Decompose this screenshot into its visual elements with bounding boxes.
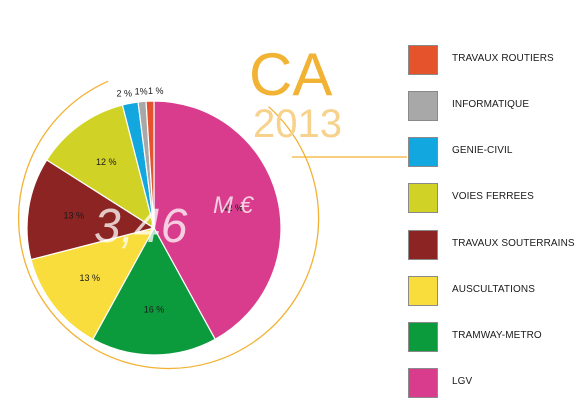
legend-label: INFORMATIQUE: [452, 99, 530, 110]
outer-ring-arc: [17, 80, 320, 370]
legend-swatch: [408, 183, 438, 213]
legend-item-auscultations: AUSCULTATIONS: [408, 276, 577, 306]
pie-slices: [26, 100, 282, 356]
pct-label-auscultations: 13 %: [80, 273, 101, 283]
legend-swatch: [408, 230, 438, 260]
pie-slice-voies-ferrees: [45, 104, 155, 230]
pct-label-lgv: 42 %: [222, 203, 243, 213]
total-value: 3,46: [94, 200, 188, 253]
legend-item-lgv: LGV: [408, 368, 577, 398]
legend-item-tramway-metro: TRAMWAY-METRO: [408, 322, 577, 352]
percent-labels: 42 % 16 % 13 % 13 % 12 % 2 % 1% 1 %: [63, 86, 243, 314]
total-unit: M €: [213, 192, 255, 219]
legend-swatch: [408, 276, 438, 306]
legend-label: VOIES FERREES: [452, 191, 534, 202]
legend-label: TRAVAUX ROUTIERS: [452, 53, 554, 64]
chart-year: 2013: [253, 102, 342, 146]
pie-slice-tramway-metro: [92, 226, 216, 356]
legend-swatch: [408, 137, 438, 167]
pie-slice-lgv: [153, 100, 282, 341]
legend-label: AUSCULTATIONS: [452, 284, 535, 295]
legend-item-genie-civil: GENIE-CIVIL: [408, 137, 577, 167]
legend-item-informatique: INFORMATIQUE: [408, 91, 577, 121]
legend-swatch: [408, 45, 438, 75]
pct-label-tramway-metro: 16 %: [144, 304, 165, 314]
chart-title: CA: [249, 41, 332, 108]
legend-label: TRAMWAY-METRO: [452, 330, 542, 341]
pie-slice-auscultations: [30, 227, 156, 341]
legend-label: TRAVAUX SOUTERRAINS: [452, 238, 575, 249]
legend-swatch: [408, 91, 438, 121]
legend-item-travaux-souterrains: TRAVAUX SOUTERRAINS: [408, 230, 577, 260]
pct-label-genie-civil: 2 %: [117, 88, 133, 98]
legend-swatch: [408, 368, 438, 398]
pct-label-travaux-souterrains: 13 %: [63, 210, 84, 220]
pie-slice-travaux-routiers: [145, 100, 155, 229]
pct-label-voies-ferrees: 12 %: [96, 157, 117, 167]
legend-item-voies-ferrees: VOIES FERREES: [408, 183, 577, 213]
legend-item-travaux-routiers: TRAVAUX ROUTIERS: [408, 45, 577, 75]
legend-label: GENIE-CIVIL: [452, 145, 513, 156]
legend-label: LGV: [452, 376, 473, 387]
pct-label-travaux-routiers: 1 %: [148, 86, 164, 96]
pie-slice-travaux-souterrains: [26, 159, 156, 261]
legend-swatch: [408, 322, 438, 352]
pct-label-informatique: 1%: [135, 87, 148, 97]
